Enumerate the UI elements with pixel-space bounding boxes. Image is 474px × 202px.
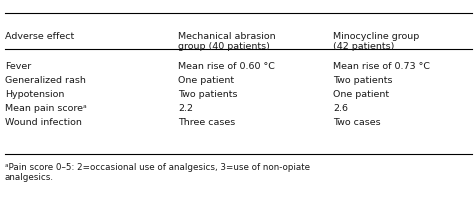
Text: 2.6: 2.6 bbox=[333, 103, 348, 113]
Text: Two cases: Two cases bbox=[333, 117, 381, 126]
Text: Three cases: Three cases bbox=[178, 117, 235, 126]
Text: Adverse effect: Adverse effect bbox=[5, 32, 74, 41]
Text: Fever: Fever bbox=[5, 62, 31, 71]
Text: One patient: One patient bbox=[333, 89, 389, 99]
Text: 2.2: 2.2 bbox=[178, 103, 193, 113]
Text: One patient: One patient bbox=[178, 76, 234, 85]
Text: Hypotension: Hypotension bbox=[5, 89, 64, 99]
Text: Two patients: Two patients bbox=[178, 89, 237, 99]
Text: Minocycline group
(42 patients): Minocycline group (42 patients) bbox=[333, 32, 419, 51]
Text: Generalized rash: Generalized rash bbox=[5, 76, 86, 85]
Text: Mean rise of 0.60 °C: Mean rise of 0.60 °C bbox=[178, 62, 275, 71]
Text: Mean pain scoreᵃ: Mean pain scoreᵃ bbox=[5, 103, 87, 113]
Text: Wound infection: Wound infection bbox=[5, 117, 82, 126]
Text: Two patients: Two patients bbox=[333, 76, 392, 85]
Text: Mean rise of 0.73 °C: Mean rise of 0.73 °C bbox=[333, 62, 430, 71]
Text: ᵃPain score 0–5: 2=occasional use of analgesics, 3=use of non-opiate
analgesics.: ᵃPain score 0–5: 2=occasional use of ana… bbox=[5, 162, 310, 182]
Text: Mechanical abrasion
group (40 patients): Mechanical abrasion group (40 patients) bbox=[178, 32, 275, 51]
